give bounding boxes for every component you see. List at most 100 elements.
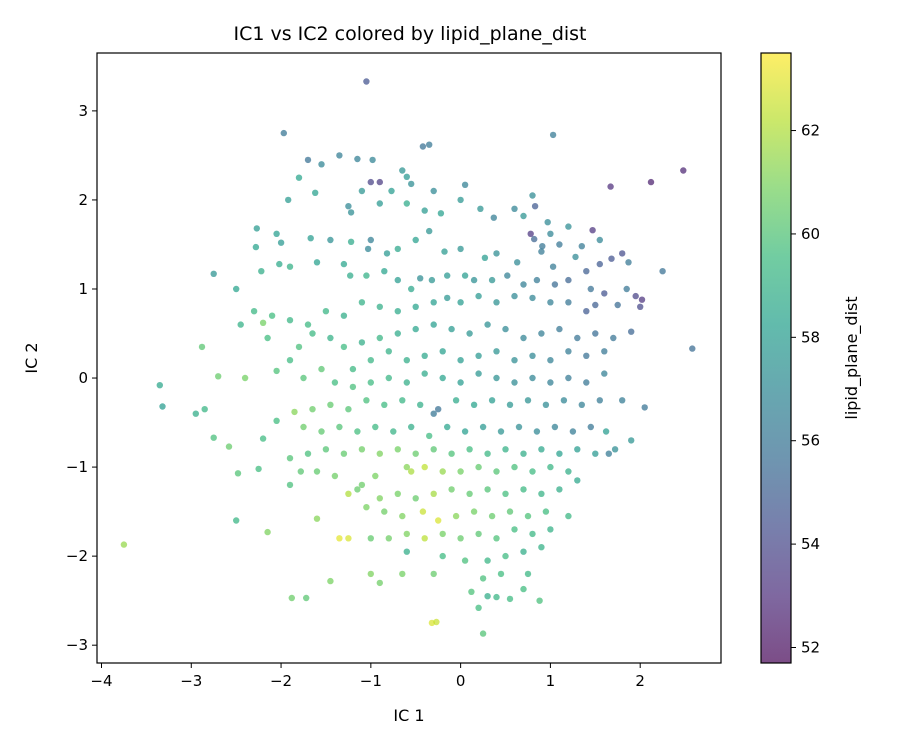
scatter-point xyxy=(502,446,509,453)
scatter-point xyxy=(291,408,298,416)
scatter-point xyxy=(497,428,505,435)
scatter-point xyxy=(547,230,554,237)
x-tick-label: −3 xyxy=(180,672,202,690)
y-tick-label: 0 xyxy=(78,369,88,387)
scatter-point xyxy=(345,490,352,497)
scatter-point xyxy=(364,245,372,253)
scatter-point xyxy=(493,250,500,257)
scatter-point xyxy=(623,285,630,293)
scatter-point xyxy=(430,187,437,195)
scatter-point xyxy=(578,243,585,250)
scatter-point xyxy=(354,428,361,435)
scatter-point xyxy=(354,486,361,493)
scatter-point xyxy=(421,207,428,214)
scatter-point xyxy=(529,468,536,475)
scatter-point xyxy=(286,317,294,324)
scatter-point xyxy=(533,276,541,284)
scatter-point xyxy=(592,330,599,337)
scatter-point xyxy=(493,535,500,542)
scatter-point xyxy=(412,495,419,502)
scatter-point xyxy=(466,490,473,497)
scatter-point xyxy=(583,268,590,275)
scatter-point xyxy=(426,432,433,440)
scatter-point xyxy=(461,272,469,279)
colorbar-ticks: 52 54 56 58 60 62 xyxy=(791,122,820,656)
scatter-point xyxy=(264,334,271,342)
scatter-point xyxy=(542,401,550,408)
scatter-point xyxy=(318,365,325,373)
scatter-point xyxy=(601,348,608,355)
scatter-point xyxy=(430,446,437,453)
scatter-point xyxy=(331,472,339,480)
scatter-point xyxy=(511,357,518,364)
scatter-point xyxy=(277,239,285,246)
scatter-point xyxy=(288,594,295,602)
scatter-point xyxy=(520,486,527,493)
scatter-point xyxy=(354,155,361,163)
scatter-point xyxy=(300,423,307,431)
scatter-point xyxy=(533,428,541,435)
scatter-points xyxy=(120,78,696,637)
scatter-point xyxy=(511,379,518,386)
scatter-point xyxy=(583,379,590,386)
scatter-point xyxy=(394,446,401,453)
scatter-point xyxy=(233,285,240,293)
scatter-point xyxy=(565,512,572,520)
scatter-point xyxy=(592,301,599,309)
scatter-point xyxy=(394,308,401,315)
colorbar-tick-label: 56 xyxy=(801,432,820,450)
scatter-point xyxy=(322,308,330,315)
scatter-point xyxy=(511,463,518,471)
scatter-point xyxy=(233,517,240,524)
scatter-point xyxy=(376,200,383,207)
scatter-point xyxy=(547,357,554,364)
scatter-point xyxy=(399,167,406,174)
scatter-point xyxy=(347,272,354,279)
scatter-point xyxy=(403,200,410,207)
scatter-point xyxy=(297,468,304,475)
scatter-point xyxy=(544,219,551,226)
scatter-point xyxy=(383,250,391,257)
scatter-point xyxy=(529,192,536,199)
scatter-point xyxy=(477,205,484,212)
scatter-point xyxy=(479,630,487,637)
scatter-point xyxy=(419,143,427,150)
scatter-point xyxy=(547,379,554,386)
scatter-point xyxy=(549,263,557,270)
scatter-point xyxy=(347,209,355,216)
scatter-point xyxy=(430,570,437,578)
scatter-point xyxy=(363,78,370,85)
scatter-point xyxy=(506,508,514,515)
scatter-point xyxy=(601,290,608,297)
scatter-point xyxy=(331,379,339,386)
scatter-point xyxy=(565,348,572,355)
scatter-point xyxy=(349,365,357,373)
scatter-point xyxy=(479,575,487,582)
scatter-point xyxy=(259,435,267,442)
scatter-point xyxy=(421,535,428,542)
scatter-point xyxy=(560,397,568,404)
scatter-point xyxy=(457,379,464,386)
scatter-point xyxy=(250,308,258,315)
scatter-point xyxy=(475,352,482,359)
scatter-point xyxy=(385,535,392,542)
scatter-point xyxy=(587,423,594,431)
scatter-point xyxy=(493,374,500,382)
scatter-point xyxy=(529,374,536,382)
scatter-point xyxy=(437,210,445,217)
scatter-point xyxy=(430,299,437,306)
scatter-point xyxy=(399,512,406,520)
scatter-point xyxy=(520,450,527,457)
scatter-point xyxy=(475,292,482,300)
scatter-point xyxy=(439,348,446,355)
scatter-point xyxy=(433,618,440,626)
scatter-point xyxy=(441,248,448,255)
scatter-point xyxy=(345,535,352,542)
scatter-point xyxy=(408,285,415,293)
scatter-point xyxy=(381,508,388,515)
scatter-point xyxy=(574,477,581,484)
scatter-point xyxy=(493,593,500,601)
scatter-point xyxy=(529,352,536,359)
scatter-point xyxy=(403,173,410,180)
scatter-point xyxy=(273,417,280,424)
